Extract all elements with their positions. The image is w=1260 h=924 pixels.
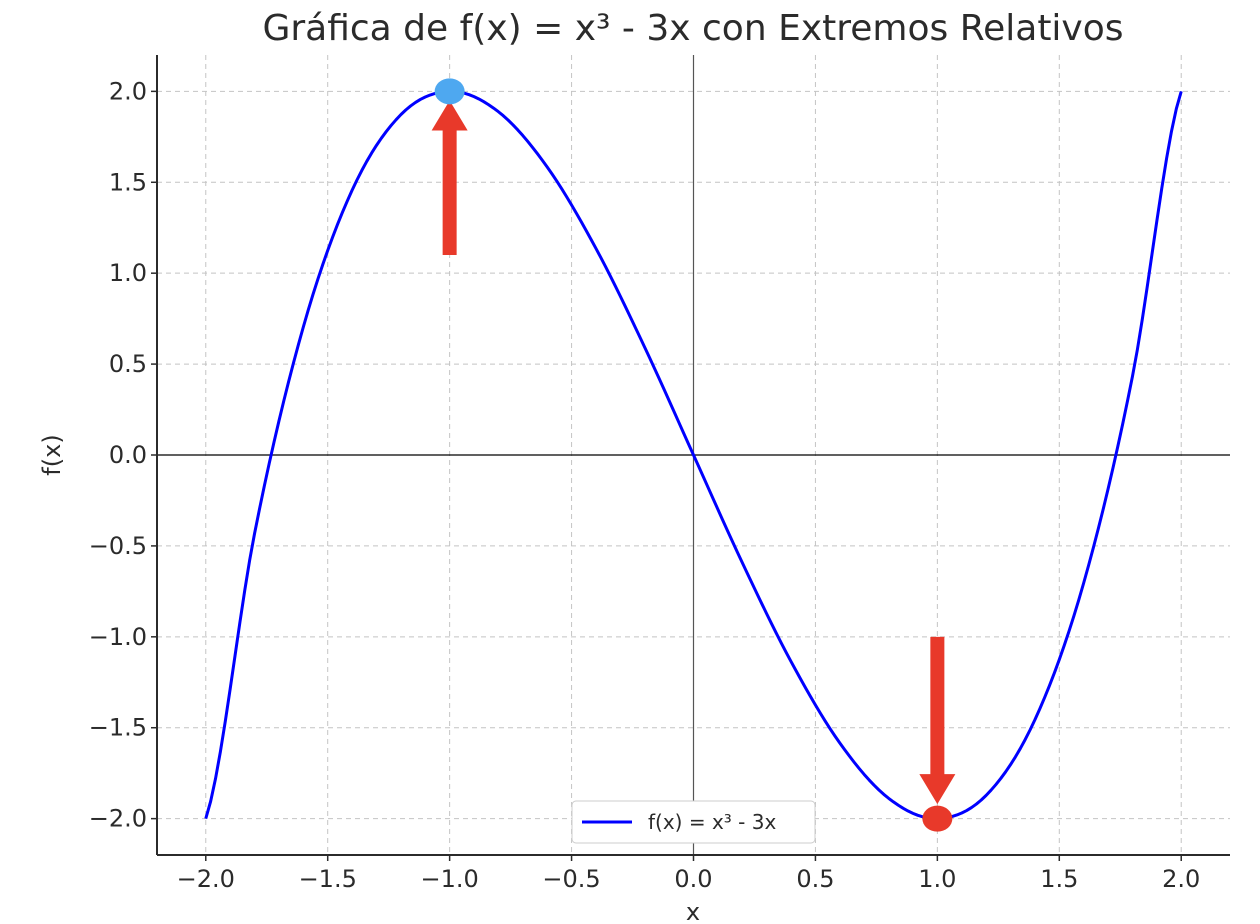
legend: f(x) = x³ - 3x	[571, 800, 816, 844]
relative-minimum-point	[922, 805, 953, 832]
y-tick-label: 1.5	[109, 168, 147, 196]
y-tick-label: 0.0	[109, 441, 147, 469]
y-tick-label: −0.5	[89, 532, 147, 560]
y-tick-label: −1.5	[89, 714, 147, 742]
x-tick-label: 0.5	[796, 865, 834, 893]
chart-title: Gráfica de f(x) = x³ - 3x con Extremos R…	[262, 8, 1123, 49]
y-axis-ticks: 2.0 1.5 1.0 0.5 0.0 −0.5 −1.0 −1.5 −2.0	[89, 77, 157, 833]
x-tick-label: −2.0	[177, 865, 235, 893]
y-tick-label: 1.0	[109, 259, 147, 287]
legend-label: f(x) = x³ - 3x	[648, 810, 776, 834]
series-line	[204, 89, 1183, 821]
relative-maximum-point	[434, 78, 465, 105]
y-tick-label: −2.0	[89, 805, 147, 833]
annotation-arrow	[919, 636, 956, 805]
y-tick-label: 0.5	[109, 350, 147, 378]
x-tick-label: −1.5	[299, 865, 357, 893]
x-tick-label: 0.0	[674, 865, 712, 893]
x-axis-ticks: −2.0 −1.5 −1.0 −0.5 0.0 0.5 1.0 1.5 2.0	[177, 855, 1200, 893]
legend-box	[571, 800, 816, 844]
x-tick-label: −0.5	[542, 865, 600, 893]
y-tick-label: 2.0	[109, 77, 147, 105]
y-axis-label: f(x)	[38, 434, 66, 475]
y-tick-label: −1.0	[89, 623, 147, 651]
annotation-arrow	[431, 100, 468, 255]
series-layer	[204, 89, 1183, 821]
x-tick-label: −1.0	[420, 865, 478, 893]
x-tick-label: 1.0	[918, 865, 956, 893]
annotations-layer	[431, 78, 956, 832]
x-axis-label: x	[686, 898, 700, 924]
x-tick-label: 1.5	[1040, 865, 1078, 893]
x-tick-label: 2.0	[1162, 865, 1200, 893]
